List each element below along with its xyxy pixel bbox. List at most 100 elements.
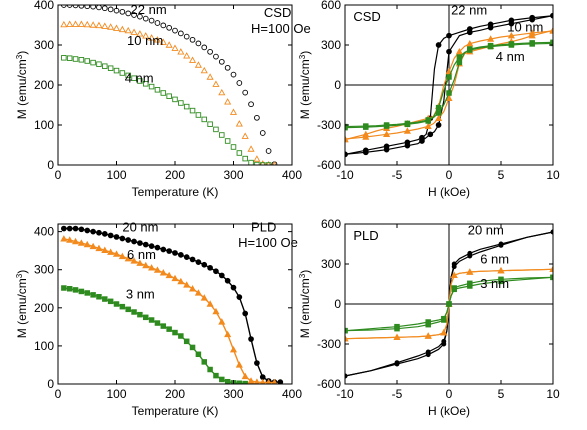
data-point bbox=[60, 235, 68, 242]
y-tick-label: 600 bbox=[321, 217, 341, 231]
x-tick-label: 5 bbox=[498, 168, 505, 182]
data-point bbox=[60, 225, 67, 232]
annotation-csd: CSD bbox=[353, 9, 380, 24]
data-point bbox=[177, 48, 185, 55]
annotation-10-nm: 10 nm bbox=[127, 33, 163, 48]
x-tick-label: 10 bbox=[546, 168, 560, 182]
data-point bbox=[124, 254, 132, 262]
data-point bbox=[248, 336, 254, 342]
data-point bbox=[254, 114, 260, 121]
data-point bbox=[183, 52, 191, 59]
data-point bbox=[78, 226, 85, 233]
data-point bbox=[404, 120, 411, 127]
data-point bbox=[119, 70, 126, 76]
data-point bbox=[206, 73, 214, 80]
annotation-22-nm: 22 nm bbox=[451, 2, 487, 17]
data-point bbox=[107, 6, 114, 13]
data-point bbox=[218, 58, 225, 65]
data-point bbox=[166, 248, 173, 254]
data-point bbox=[446, 48, 452, 55]
data-point bbox=[101, 246, 109, 253]
data-point bbox=[362, 133, 370, 140]
data-point bbox=[153, 36, 162, 43]
data-point bbox=[403, 127, 411, 134]
data-point bbox=[166, 93, 172, 99]
data-point bbox=[95, 244, 103, 252]
x-axis-label: Temperature (K) bbox=[132, 185, 219, 199]
data-point bbox=[446, 301, 452, 307]
y-tick-label: 600 bbox=[321, 0, 341, 12]
data-point bbox=[119, 303, 126, 310]
data-point bbox=[213, 268, 219, 275]
data-point bbox=[218, 318, 226, 325]
y-tick-label: 100 bbox=[34, 339, 54, 353]
data-point bbox=[183, 103, 190, 110]
x-tick-label: 0 bbox=[55, 387, 62, 401]
data-point bbox=[172, 329, 178, 336]
annotation-h-100-oe: H=100 Oe bbox=[238, 235, 298, 250]
data-point bbox=[424, 122, 432, 130]
data-point bbox=[66, 286, 73, 292]
data-point bbox=[124, 26, 132, 34]
data-point bbox=[142, 314, 149, 321]
data-point bbox=[95, 21, 103, 29]
plot-area bbox=[60, 225, 284, 384]
data-point bbox=[148, 83, 155, 90]
data-point bbox=[159, 269, 167, 276]
x-tick-label: 200 bbox=[165, 387, 185, 401]
panel-a: 0 100 200 300 400 0 100 200 300 400 Temperature (K… bbox=[15, 0, 311, 199]
data-point bbox=[107, 248, 115, 255]
data-point bbox=[266, 160, 271, 165]
data-point bbox=[425, 352, 431, 358]
y-tick-label: 200 bbox=[34, 78, 54, 92]
data-point bbox=[183, 33, 190, 40]
annotation-pld: PLD bbox=[251, 220, 276, 235]
data-point bbox=[60, 20, 68, 28]
data-point bbox=[195, 259, 202, 265]
data-point bbox=[207, 48, 213, 55]
data-point bbox=[66, 236, 74, 243]
data-point bbox=[207, 366, 213, 373]
data-point bbox=[498, 242, 504, 248]
y-tick-label: 300 bbox=[34, 263, 54, 277]
x-tick-label: -5 bbox=[392, 387, 403, 401]
data-point bbox=[467, 280, 473, 287]
data-point bbox=[112, 250, 121, 257]
data-point bbox=[253, 155, 261, 162]
data-point bbox=[200, 294, 208, 301]
data-point bbox=[189, 256, 196, 263]
data-point bbox=[107, 298, 114, 305]
y-tick-label: 300 bbox=[321, 257, 341, 271]
data-point bbox=[178, 100, 184, 106]
data-point bbox=[142, 241, 149, 248]
data-point bbox=[107, 232, 114, 239]
data-point bbox=[148, 243, 155, 249]
data-point bbox=[89, 21, 97, 28]
data-point bbox=[113, 301, 120, 307]
data-point bbox=[230, 71, 237, 78]
data-point bbox=[455, 47, 463, 55]
data-point bbox=[248, 101, 254, 108]
data-point bbox=[137, 13, 143, 20]
data-point bbox=[130, 28, 138, 35]
data-point bbox=[195, 112, 202, 118]
data-point bbox=[206, 300, 214, 307]
data-point bbox=[148, 34, 156, 41]
x-tick-label: -5 bbox=[392, 168, 403, 182]
x-tick-label: 0 bbox=[446, 387, 453, 401]
data-point bbox=[136, 30, 144, 37]
data-point bbox=[253, 378, 261, 384]
series-6-nm bbox=[60, 235, 278, 384]
data-point bbox=[425, 117, 431, 123]
data-point bbox=[435, 104, 442, 111]
data-point bbox=[345, 334, 349, 342]
data-point bbox=[66, 55, 73, 61]
series-3-nm bbox=[61, 285, 248, 384]
x-axis-label: H (kOe) bbox=[428, 404, 470, 418]
data-point bbox=[242, 89, 249, 96]
data-point bbox=[383, 146, 390, 153]
data-point bbox=[137, 240, 143, 246]
x-tick-label: 300 bbox=[223, 387, 243, 401]
data-point bbox=[487, 24, 494, 31]
x-axis-label: H (kOe) bbox=[428, 185, 470, 199]
